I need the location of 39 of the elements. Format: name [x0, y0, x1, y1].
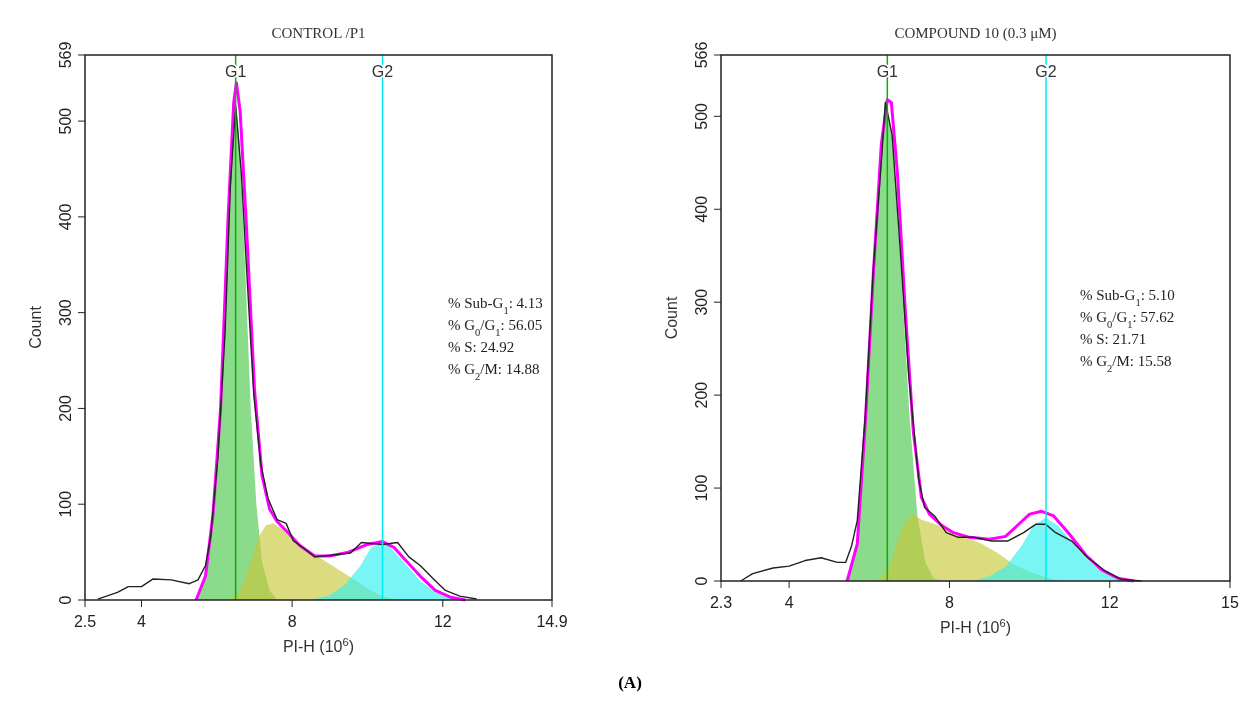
x-axis-title: PI-H (10$^{6}$) — [282, 636, 355, 655]
x-tick-label: 4 — [784, 594, 794, 611]
x-tick-label: 4 — [137, 613, 147, 630]
y-tick-label: 300 — [57, 299, 74, 327]
annotation: % G$_{0}$/G$_{1}$: 56.05 — [448, 317, 543, 338]
y-tick-label: 0 — [693, 576, 710, 586]
y-tick-label: 300 — [693, 288, 710, 316]
text: (A) — [618, 673, 642, 692]
y-tick-label: 400 — [693, 195, 710, 223]
y-tick-label: 400 — [57, 203, 74, 231]
x-tick-label: 2.5 — [73, 613, 97, 630]
annotation: % G$_{0}$/G$_{1}$: 57.62 — [1080, 309, 1175, 330]
y-tick-label: 0 — [57, 595, 74, 605]
y-tick-label: 500 — [693, 102, 710, 130]
y-tick-label: 200 — [57, 394, 74, 422]
chart-title: COMPOUND 10 (0.3 μM) — [894, 25, 1057, 42]
annotation: % S: 24.92 — [448, 339, 515, 355]
x-tick-label: 12 — [1100, 594, 1119, 611]
x-tick-label: 15 — [1221, 594, 1239, 611]
y-axis-title: Count — [27, 305, 44, 349]
x-tick-label: 12 — [433, 613, 452, 630]
annotation: % G$_{2}$/M: 14.88 — [448, 361, 540, 382]
x-tick-label: 14.9 — [536, 613, 568, 630]
x-axis-title: PI-H (10$^{6}$) — [939, 617, 1012, 636]
y-tick-label: 569 — [57, 41, 74, 69]
annotation: % Sub-G$_{1}$: 5.10 — [1080, 287, 1175, 308]
x-tick-label: 2.3 — [709, 594, 733, 611]
x-tick-label: 8 — [287, 613, 297, 630]
y-tick-label: 100 — [57, 490, 74, 518]
y-tick-label: 500 — [57, 107, 74, 135]
chart-title: CONTROL /P1 — [271, 25, 366, 41]
annotation: % S: 21.71 — [1080, 331, 1147, 347]
annotation: % G$_{2}$/M: 15.58 — [1080, 353, 1172, 374]
y-tick-label: 200 — [693, 381, 710, 409]
x-tick-label: 8 — [945, 594, 954, 611]
y-axis-title: Count — [663, 296, 680, 340]
annotation: % Sub-G$_{1}$: 4.13 — [448, 295, 543, 316]
y-tick-label: 100 — [693, 474, 710, 502]
y-tick-label: 566 — [693, 41, 710, 69]
